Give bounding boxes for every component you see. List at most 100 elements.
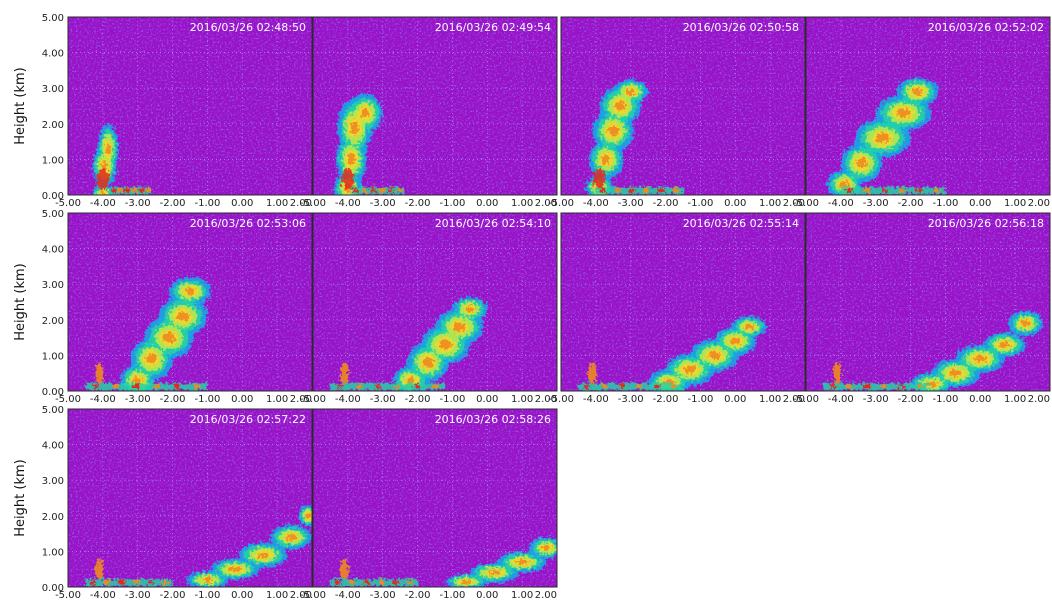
plume-blob <box>875 133 890 143</box>
plume-blob <box>516 559 529 565</box>
surface-band <box>330 579 418 587</box>
x-tick-label: -1.00 <box>687 198 713 209</box>
x-tick-label: -3.00 <box>370 394 396 405</box>
surface-hotspot <box>671 384 678 389</box>
x-tick-label: -2.00 <box>160 394 186 405</box>
plume <box>120 277 211 391</box>
surface-hotspot <box>387 188 394 193</box>
surface-layer <box>351 187 404 195</box>
plume-blob <box>461 579 472 584</box>
plume-blob <box>406 376 415 384</box>
surface-hotspot <box>432 384 440 389</box>
x-tick-label: -5.00 <box>300 590 326 601</box>
y-tick-label: 3.00 <box>42 84 64 95</box>
y-tick-label: 0.00 <box>42 191 64 202</box>
x-tick-label: -1.00 <box>687 394 713 405</box>
x-tick-label: -5.00 <box>300 394 326 405</box>
surface-hotspot <box>162 580 169 585</box>
surface-hotspot <box>92 384 99 389</box>
panel-4: 2016/03/26 02:52:02 -5.00 -4.00 -3.00 -2.00-… <box>793 16 1051 209</box>
plume-blob <box>350 120 360 135</box>
surface-hotspot <box>118 580 125 585</box>
x-tick-label: -1.00 <box>439 394 465 405</box>
plume-blob <box>542 545 551 551</box>
plume-blob <box>601 154 611 165</box>
x-tick-label: 2.00 <box>1028 198 1050 209</box>
plume-blob <box>305 513 312 519</box>
surface-hotspot <box>131 188 138 193</box>
x-tick-label: -3.00 <box>618 198 644 209</box>
x-tick-label: -2.00 <box>653 198 679 209</box>
surface-hotspot <box>584 384 591 389</box>
y-tick-label: 0.00 <box>42 387 64 398</box>
surface-hotspot <box>863 188 871 193</box>
x-tick-label: 2.00 <box>290 590 312 601</box>
surface-hotspot <box>110 188 117 193</box>
plume-blob <box>626 88 636 95</box>
panel-6: 2016/03/26 02:54:10 -5.00 -4.00 -3.00 -2.00-… <box>300 212 558 405</box>
panel-timestamp: 2016/03/26 02:53:06 <box>190 217 306 230</box>
y-tick-label: 2.00 <box>42 512 64 523</box>
x-tick-label: 1.00 <box>759 394 781 405</box>
y-tick-label: 1.00 <box>42 155 64 166</box>
surface-hotspot <box>95 362 104 384</box>
x-tick-label: -1.00 <box>932 394 958 405</box>
surface-hotspot <box>916 384 923 389</box>
plume-blob <box>100 191 106 195</box>
surface-band <box>595 187 683 195</box>
x-tick-label: 2.00 <box>535 590 557 601</box>
plume-blob <box>146 353 157 365</box>
surface-hotspot <box>394 384 401 389</box>
surface-hotspot <box>396 188 403 193</box>
plume <box>445 537 557 587</box>
panel-8: 2016/03/26 02:56:18 -5.00 -4.00 -3.00 -2.00-… <box>793 212 1051 405</box>
y-tick-label: 1.00 <box>42 351 64 362</box>
panel-5: 2016/03/26 02:53:06 -5.00 -4.00 -3.00 -2.00-… <box>13 209 313 405</box>
x-tick-label: -1.00 <box>194 590 220 601</box>
x-tick-label: 1.00 <box>1004 394 1026 405</box>
surface-hotspot <box>133 384 140 389</box>
panel-1: 2016/03/26 02:48:50 -5.00 -4.00 -3.00 -2.00-… <box>13 13 313 209</box>
y-axis-label: Height (km) <box>13 67 28 144</box>
x-tick-label: -1.00 <box>439 198 465 209</box>
y-tick-label: 0.00 <box>42 583 64 594</box>
x-tick-label: -1.00 <box>194 394 220 405</box>
x-tick-label: -5.00 <box>793 198 819 209</box>
y-axis-label: Height (km) <box>13 459 28 536</box>
plume <box>585 79 649 195</box>
x-tick-label: -2.00 <box>898 198 924 209</box>
surface-hotspot <box>672 188 679 193</box>
surface-hotspot <box>863 384 871 389</box>
x-tick-label: 0.00 <box>231 198 253 209</box>
x-tick-label: 1.00 <box>759 198 781 209</box>
surface-layer <box>595 187 683 195</box>
x-tick-label: 0.00 <box>969 394 991 405</box>
x-tick-label: -4.00 <box>583 198 609 209</box>
y-tick-label: 2.00 <box>42 120 64 131</box>
x-tick-label: -3.00 <box>863 394 889 405</box>
panel-frame <box>312 408 558 588</box>
x-tick-label: 2.00 <box>783 394 805 405</box>
x-tick-label: 1.00 <box>266 590 288 601</box>
x-tick-label: -2.00 <box>160 590 186 601</box>
x-tick-label: -5.00 <box>55 590 81 601</box>
x-tick-label: -3.00 <box>370 590 396 601</box>
surface-layer <box>330 558 418 587</box>
y-tick-label: 5.00 <box>42 209 64 220</box>
y-axis-label: Height (km) <box>13 263 28 340</box>
plume-blob <box>488 570 501 576</box>
surface-hotspot <box>658 188 665 193</box>
x-tick-label: -4.00 <box>335 590 361 601</box>
surface-hotspot <box>898 384 905 389</box>
surface-hotspot <box>614 188 621 193</box>
panel-frame <box>805 16 1051 196</box>
plume-blob <box>730 337 741 345</box>
x-tick-label: 2.00 <box>535 198 557 209</box>
surface-band <box>840 187 946 195</box>
panel-7: 2016/03/26 02:55:14 -5.00 -4.00 -3.00 -2.00-… <box>548 212 806 405</box>
plume <box>648 316 767 391</box>
surface-hotspot <box>153 384 160 389</box>
plume-blob <box>744 324 754 330</box>
x-tick-label: -4.00 <box>335 394 361 405</box>
